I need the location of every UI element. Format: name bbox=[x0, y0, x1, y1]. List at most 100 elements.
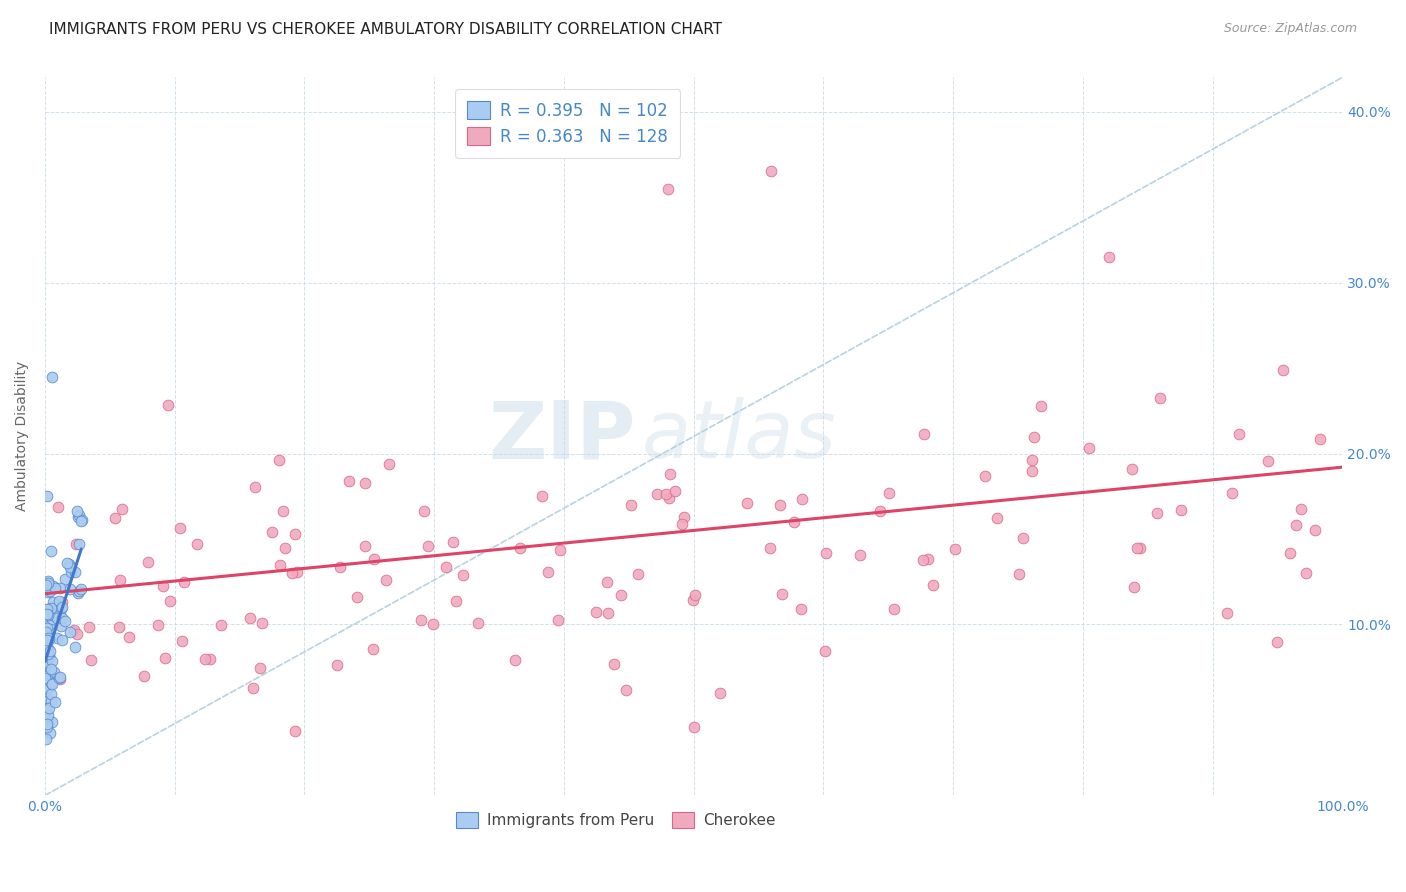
Point bbox=[38, 648, 60, 663]
Point bbox=[118, 631, 141, 645]
Point bbox=[1022, 429, 1045, 443]
Point bbox=[869, 504, 891, 518]
Point bbox=[41, 715, 63, 730]
Point bbox=[59, 582, 82, 596]
Point bbox=[655, 486, 678, 500]
Point bbox=[35, 719, 58, 733]
Point bbox=[35, 640, 58, 654]
Point bbox=[37, 641, 59, 656]
Point bbox=[1295, 566, 1317, 581]
Point bbox=[814, 643, 837, 657]
Point bbox=[658, 467, 681, 481]
Point bbox=[111, 502, 134, 516]
Point bbox=[1121, 462, 1143, 476]
Point bbox=[790, 492, 813, 507]
Point bbox=[34, 662, 56, 676]
Point bbox=[735, 496, 758, 510]
Point bbox=[1123, 580, 1146, 594]
Point bbox=[877, 485, 900, 500]
Point bbox=[38, 644, 60, 658]
Point bbox=[39, 662, 62, 676]
Point bbox=[65, 504, 87, 518]
Point bbox=[37, 681, 59, 696]
Point bbox=[38, 650, 60, 665]
Point bbox=[169, 521, 191, 535]
Point bbox=[37, 666, 59, 681]
Point bbox=[56, 556, 79, 570]
Point bbox=[37, 585, 59, 599]
Point bbox=[509, 541, 531, 555]
Point bbox=[1126, 541, 1149, 555]
Point bbox=[44, 582, 66, 596]
Point bbox=[37, 707, 59, 722]
Point bbox=[44, 665, 66, 680]
Legend: Immigrants from Peru, Cherokee: Immigrants from Peru, Cherokee bbox=[450, 805, 782, 834]
Point bbox=[986, 510, 1008, 524]
Point bbox=[38, 666, 60, 681]
Point bbox=[69, 514, 91, 528]
Point bbox=[274, 541, 297, 555]
Point bbox=[547, 613, 569, 627]
Text: IMMIGRANTS FROM PERU VS CHEROKEE AMBULATORY DISABILITY CORRELATION CHART: IMMIGRANTS FROM PERU VS CHEROKEE AMBULAT… bbox=[49, 22, 723, 37]
Point bbox=[354, 539, 377, 553]
Point bbox=[37, 607, 59, 622]
Point bbox=[67, 508, 90, 522]
Point bbox=[146, 618, 169, 632]
Point bbox=[444, 594, 467, 608]
Point bbox=[1021, 464, 1043, 478]
Point bbox=[67, 584, 90, 599]
Point bbox=[645, 487, 668, 501]
Point bbox=[59, 560, 82, 574]
Point bbox=[37, 576, 59, 591]
Point bbox=[1170, 503, 1192, 517]
Point bbox=[1098, 250, 1121, 264]
Point bbox=[34, 672, 56, 686]
Point bbox=[37, 676, 59, 690]
Point bbox=[337, 475, 360, 489]
Point bbox=[285, 565, 308, 579]
Point bbox=[37, 574, 59, 589]
Point bbox=[198, 652, 221, 666]
Point bbox=[657, 181, 679, 195]
Point bbox=[38, 700, 60, 714]
Point bbox=[67, 510, 90, 524]
Point bbox=[614, 683, 637, 698]
Point bbox=[434, 559, 457, 574]
Point bbox=[107, 620, 129, 634]
Point bbox=[441, 535, 464, 549]
Point bbox=[911, 553, 934, 567]
Point bbox=[1220, 486, 1243, 500]
Point bbox=[35, 489, 58, 503]
Point bbox=[37, 637, 59, 651]
Point bbox=[682, 593, 704, 607]
Point bbox=[281, 566, 304, 580]
Point bbox=[46, 500, 69, 515]
Point bbox=[67, 536, 90, 550]
Point bbox=[66, 627, 89, 641]
Point bbox=[65, 566, 87, 580]
Point bbox=[250, 616, 273, 631]
Point bbox=[284, 527, 307, 541]
Point bbox=[664, 483, 686, 498]
Point bbox=[134, 668, 156, 682]
Point bbox=[269, 558, 291, 572]
Point bbox=[1129, 541, 1152, 555]
Point bbox=[37, 631, 59, 645]
Point bbox=[596, 606, 619, 620]
Point bbox=[159, 594, 181, 608]
Point bbox=[413, 504, 436, 518]
Point bbox=[1029, 400, 1052, 414]
Point bbox=[53, 572, 76, 586]
Point bbox=[1257, 454, 1279, 468]
Point bbox=[39, 600, 62, 615]
Point bbox=[682, 720, 704, 734]
Point bbox=[194, 652, 217, 666]
Point bbox=[63, 640, 86, 655]
Point bbox=[770, 587, 793, 601]
Point bbox=[1271, 363, 1294, 377]
Point bbox=[35, 607, 58, 621]
Point bbox=[363, 552, 385, 566]
Point bbox=[1303, 523, 1326, 537]
Point bbox=[51, 611, 73, 625]
Point bbox=[329, 559, 352, 574]
